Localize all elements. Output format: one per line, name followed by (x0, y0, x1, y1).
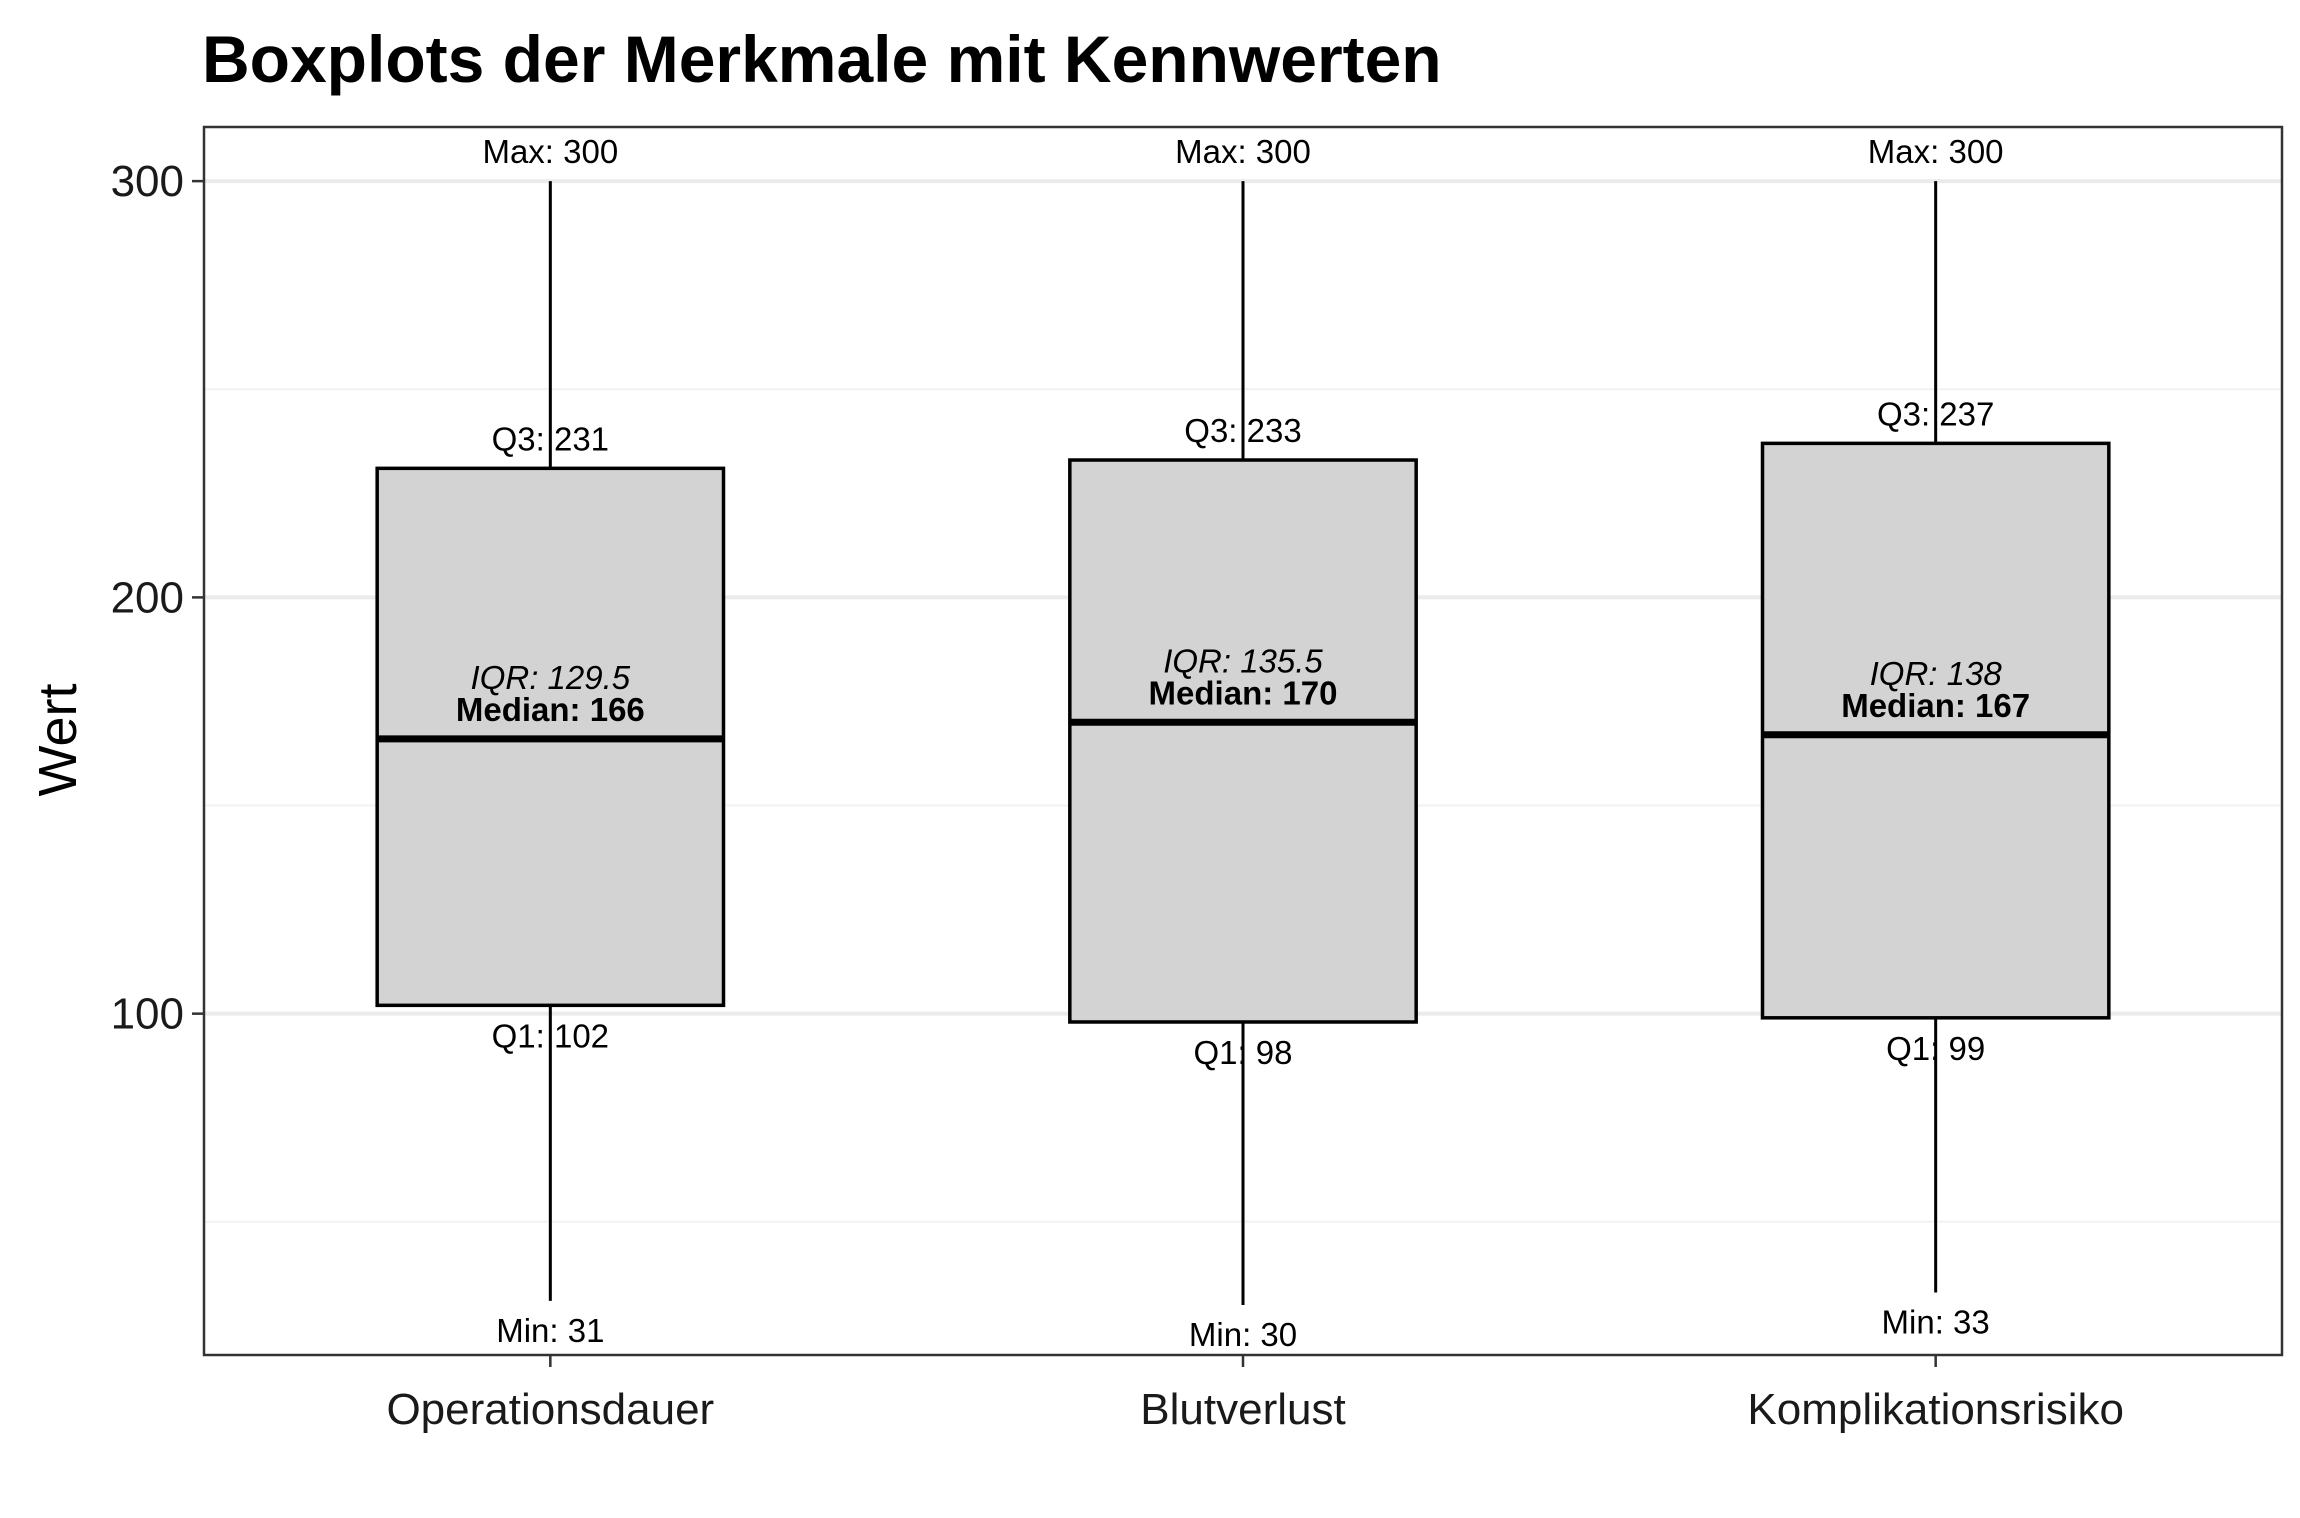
min-label: Min: 30 (1189, 1316, 1297, 1353)
box-body (1760, 441, 2111, 1020)
axes-layer: Operationsdauer Blutverlust Komplikationsr… (111, 157, 2124, 1434)
y-axis-tick-label: 100 (111, 990, 184, 1039)
q3-label: Q3: 231 (492, 420, 609, 457)
q1-label: Q1: 102 (492, 1017, 609, 1054)
q1-label: Q1: 98 (1193, 1034, 1292, 1071)
q3-label: Q3: 233 (1184, 412, 1301, 449)
median-label: Median: 170 (1149, 674, 1338, 711)
x-axis-tick-label: Komplikationsrisiko (1747, 1385, 2124, 1434)
min-label: Min: 33 (1882, 1304, 1990, 1341)
x-axis-tick-label: Blutverlust (1140, 1385, 1345, 1434)
y-axis-tick-label: 300 (111, 157, 184, 206)
q3-label: Q3: 237 (1877, 395, 1994, 432)
iqr-label: IQR: 138 (1870, 655, 2003, 692)
chart-title: Boxplots der Merkmale mit Kennwerten (202, 22, 1442, 96)
iqr-label: IQR: 135.5 (1163, 642, 1323, 679)
y-axis-tick-label: 200 (111, 573, 184, 622)
x-axis-tick-label: Operationsdauer (386, 1385, 714, 1434)
q1-label: Q1: 99 (1886, 1030, 1985, 1067)
box-body (1068, 458, 1418, 1024)
iqr-label: IQR: 129.5 (471, 659, 631, 696)
min-label: Min: 31 (496, 1312, 604, 1349)
max-label: Max: 300 (1868, 133, 2004, 170)
y-axis-title: Wert (28, 683, 88, 796)
median-label: Median: 167 (1841, 687, 2030, 724)
max-label: Max: 300 (482, 133, 618, 170)
boxes-layer (375, 181, 2111, 1306)
max-label: Max: 300 (1175, 133, 1311, 170)
median-label: Median: 166 (456, 691, 645, 728)
